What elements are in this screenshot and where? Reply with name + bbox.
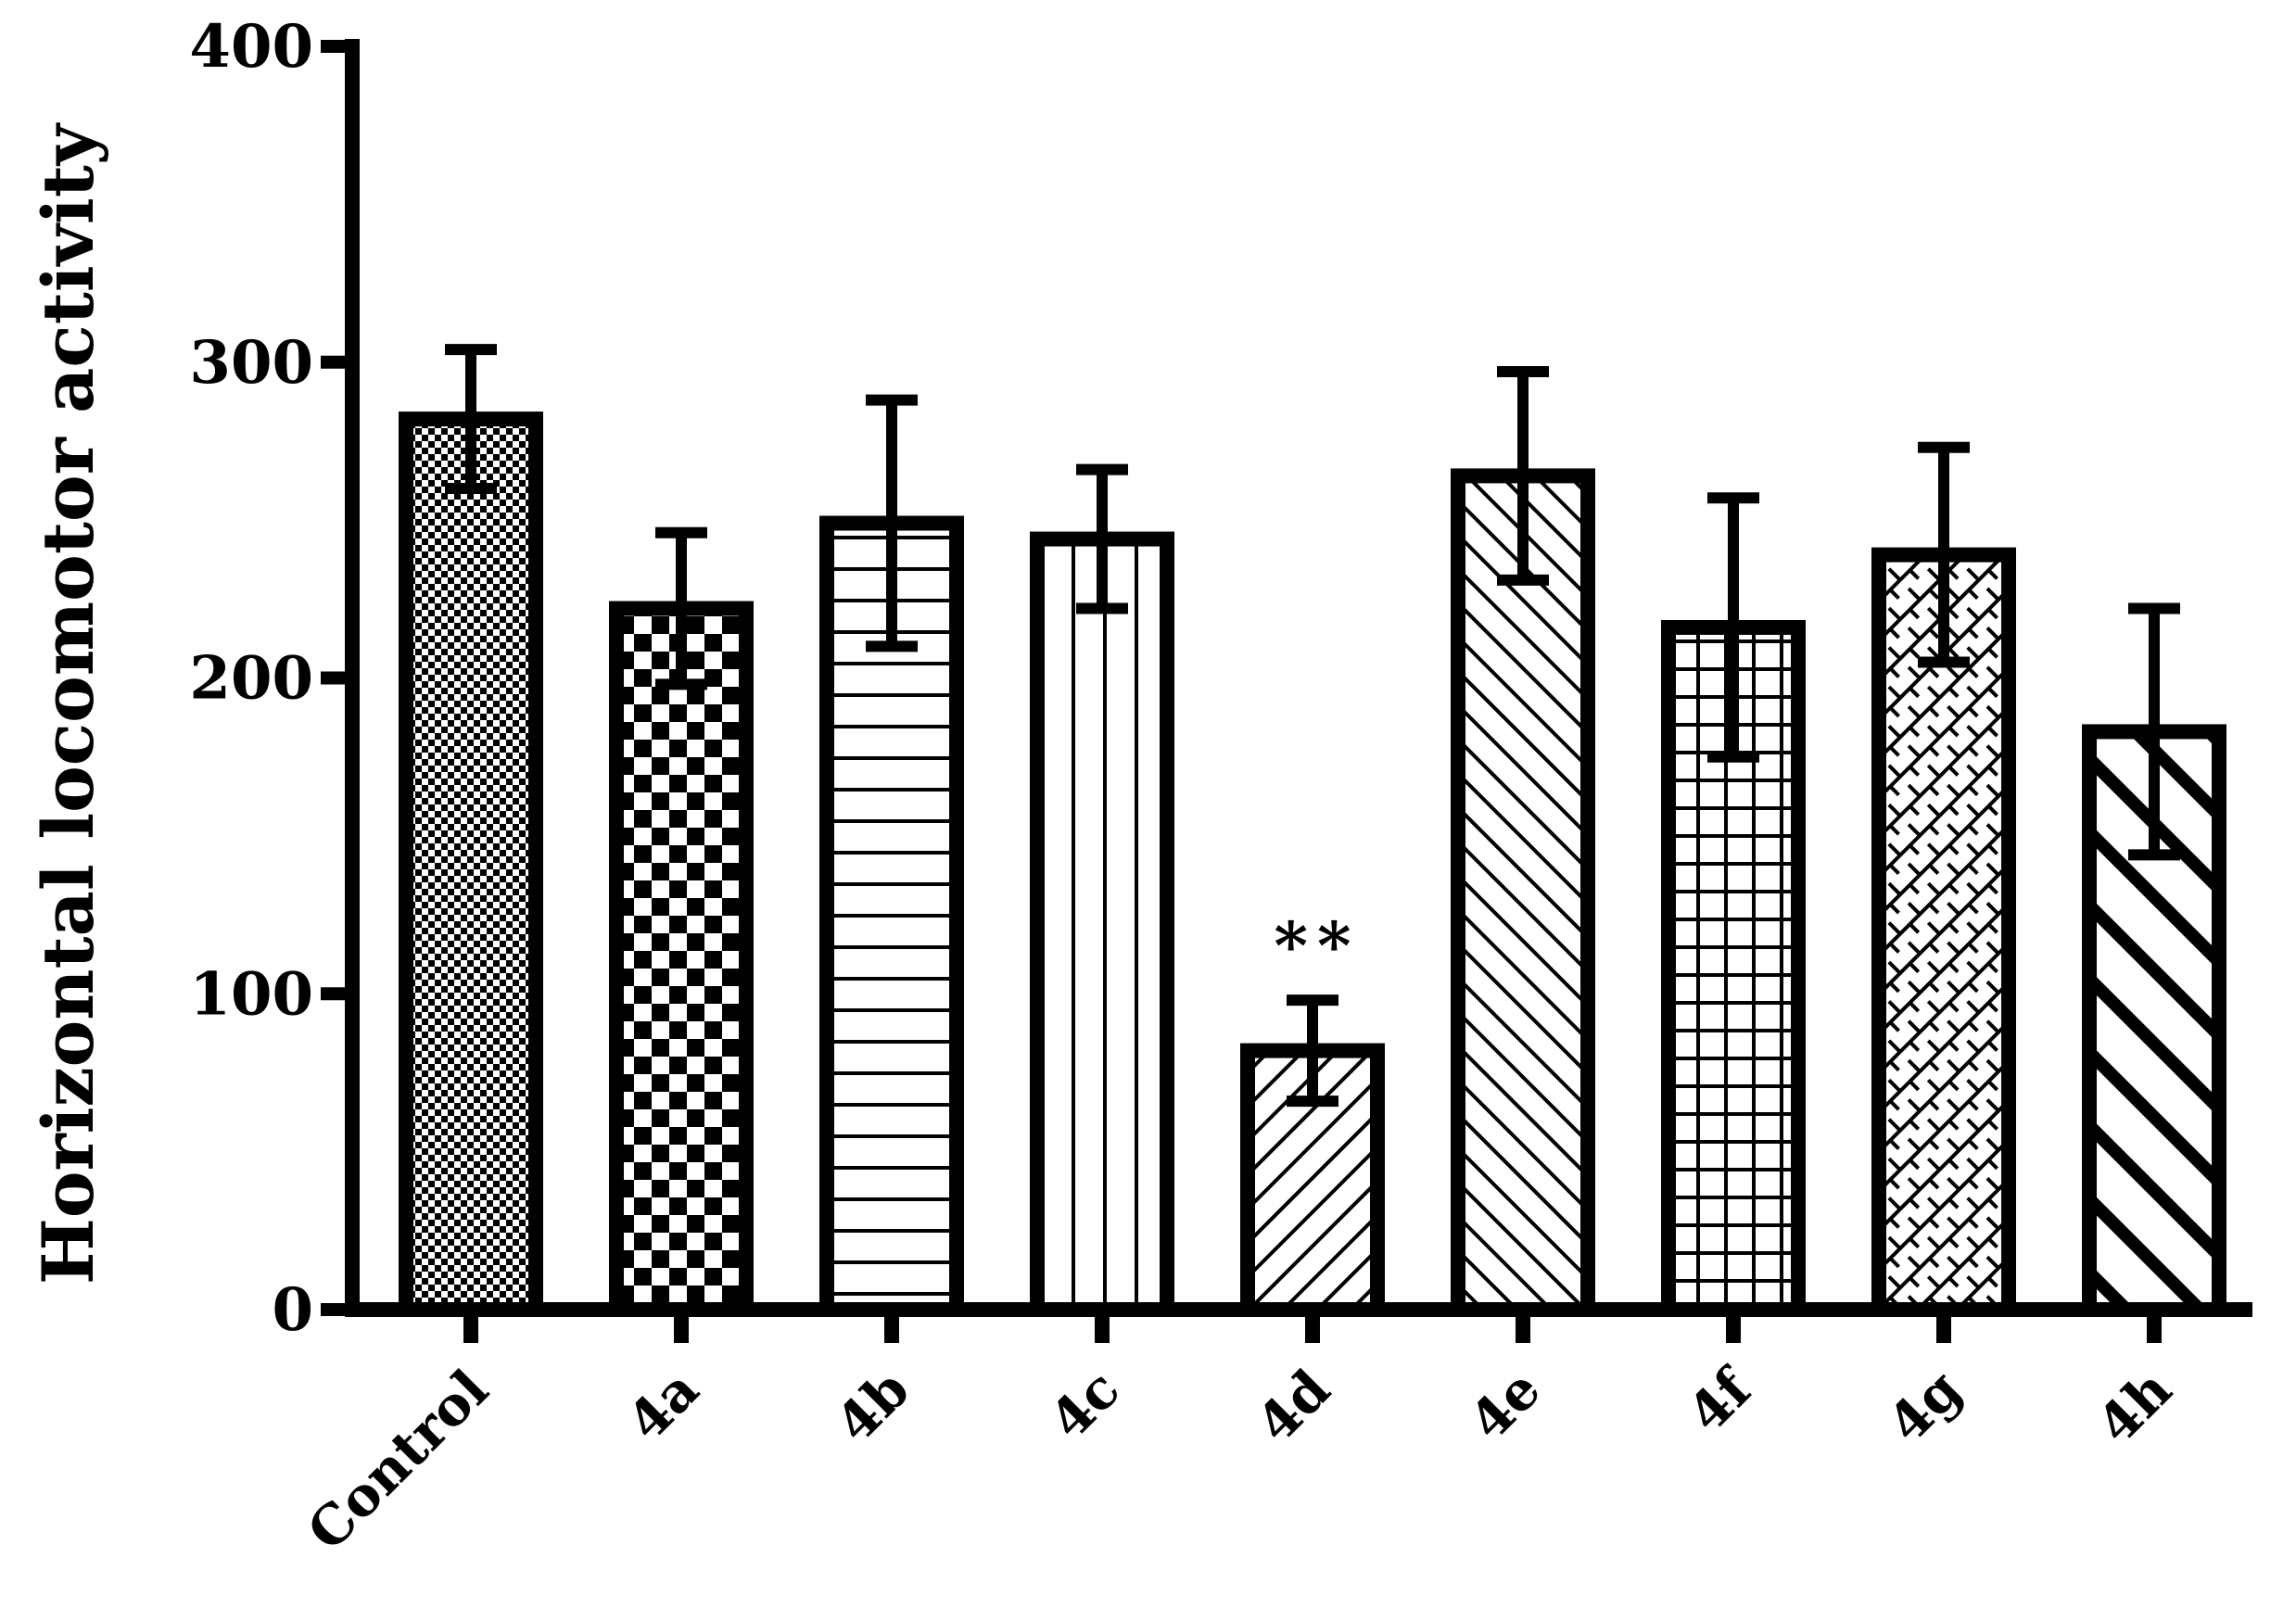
x-tick-label-4g: 4g [1876,1358,1973,1455]
x-tick-label-4e: 4e [1457,1358,1553,1453]
bar-4c [1030,531,1174,1317]
y-axis-title: Horizontal locomotor activity [27,122,109,1285]
x-tick-label-4c: 4c [1037,1358,1132,1452]
y-tick-label-100: 100 [189,959,313,1029]
x-tick-label-4b: 4b [824,1358,921,1455]
x-tick-label-4d: 4d [1245,1358,1342,1455]
x-tick-label-control: Control [296,1358,501,1563]
bar-4e [1451,468,1595,1317]
y-tick-label-300: 300 [189,328,313,398]
y-tick-label-200: 200 [189,644,313,714]
x-tick-label-4f: 4f [1676,1355,1766,1445]
axes-layer [321,39,2252,1343]
significance-marker-4d: ** [1274,907,1360,984]
y-tick-label-0: 0 [272,1275,313,1345]
bar-4g [1871,547,2016,1317]
bars-layer [399,344,2226,1317]
bar-4a [609,601,754,1317]
bar-control [399,412,543,1317]
x-tick-label-4h: 4h [2085,1358,2183,1456]
y-tick-label-400: 400 [189,12,313,82]
x-tick-label-4a: 4a [615,1358,711,1453]
